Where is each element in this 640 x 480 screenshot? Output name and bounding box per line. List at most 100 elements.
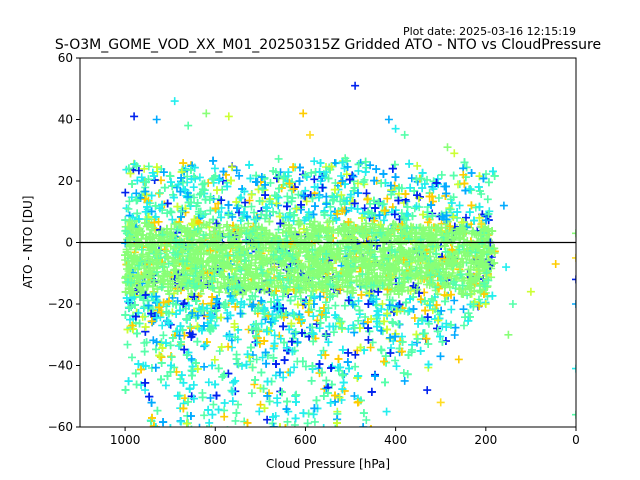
data-point [159, 331, 168, 340]
data-point [252, 355, 261, 364]
data-point [342, 170, 351, 179]
data-point [475, 202, 484, 211]
data-point [377, 326, 386, 335]
data-point [187, 366, 196, 375]
data-point [245, 428, 253, 436]
data-point [234, 400, 242, 409]
data-point [378, 300, 387, 308]
data-point [319, 346, 328, 355]
data-point [354, 160, 363, 169]
data-point [434, 194, 443, 202]
data-point [368, 338, 377, 347]
data-point [168, 182, 177, 191]
data-point [450, 296, 459, 305]
data-point [245, 196, 254, 205]
data-point [333, 426, 335, 427]
data-point [209, 156, 218, 165]
data-point [131, 369, 140, 378]
data-point [187, 354, 196, 363]
data-point [258, 353, 267, 362]
data-point [299, 409, 308, 418]
data-point [270, 331, 279, 340]
data-point [449, 193, 458, 202]
data-point [154, 217, 163, 226]
data-point [424, 319, 433, 328]
data-point [333, 426, 335, 427]
data-point [420, 329, 429, 338]
data-point [334, 354, 343, 363]
data-point [147, 427, 155, 435]
data-point [153, 406, 162, 415]
data-point [231, 416, 240, 425]
data-point [392, 362, 401, 371]
data-point [244, 219, 253, 228]
data-point [307, 168, 316, 177]
data-point [273, 394, 282, 403]
data-point [257, 368, 266, 377]
data-point [213, 186, 221, 195]
data-point [189, 380, 198, 389]
data-point [371, 372, 379, 381]
data-point [173, 297, 182, 306]
data-point [209, 400, 218, 409]
data-point [429, 296, 438, 305]
data-point [289, 163, 298, 172]
data-point [137, 173, 146, 182]
data-point [245, 160, 254, 169]
data-point [155, 189, 164, 198]
data-point [356, 158, 365, 167]
data-point [152, 163, 161, 172]
data-point [121, 188, 130, 197]
data-point [322, 376, 331, 385]
data-point [391, 356, 400, 365]
data-point [416, 346, 425, 355]
data-point [231, 376, 240, 385]
data-point [362, 416, 371, 424]
data-point [257, 428, 265, 436]
data-point [489, 167, 497, 176]
data-point [405, 159, 414, 168]
data-point [200, 342, 209, 351]
data-point [276, 387, 285, 396]
data-point [372, 165, 381, 174]
data-point [263, 415, 272, 424]
data-point [410, 314, 419, 322]
data-point [210, 164, 219, 173]
data-point [383, 194, 392, 203]
data-point [327, 364, 336, 372]
data-point [123, 340, 132, 349]
data-point [186, 322, 195, 331]
data-point [217, 196, 226, 205]
data-point [459, 305, 468, 314]
data-point [283, 397, 292, 406]
data-point [173, 428, 181, 436]
data-point [238, 428, 246, 436]
data-point [307, 376, 316, 385]
data-point [442, 182, 450, 191]
data-point [447, 305, 456, 314]
data-point [158, 321, 167, 330]
data-point [460, 321, 468, 330]
data-point [235, 171, 244, 180]
data-point [151, 363, 160, 372]
data-point [333, 426, 335, 427]
data-point [257, 428, 265, 436]
data-point [351, 350, 360, 359]
data-point [342, 427, 350, 435]
data-point [217, 313, 225, 322]
data-point [280, 356, 289, 365]
data-point [445, 204, 454, 213]
data-point [124, 377, 133, 386]
data-point [381, 378, 389, 387]
data-point [217, 343, 226, 352]
data-point [204, 405, 213, 414]
data-point [278, 388, 286, 397]
data-point [348, 171, 357, 180]
data-point [423, 175, 431, 184]
data-point [383, 325, 391, 334]
data-point [450, 331, 459, 339]
chart-title: S-O3M_GOME_VOD_XX_M01_20250315Z Gridded … [55, 37, 601, 53]
data-point [364, 335, 373, 344]
data-point [255, 407, 264, 416]
data-point [173, 202, 182, 211]
